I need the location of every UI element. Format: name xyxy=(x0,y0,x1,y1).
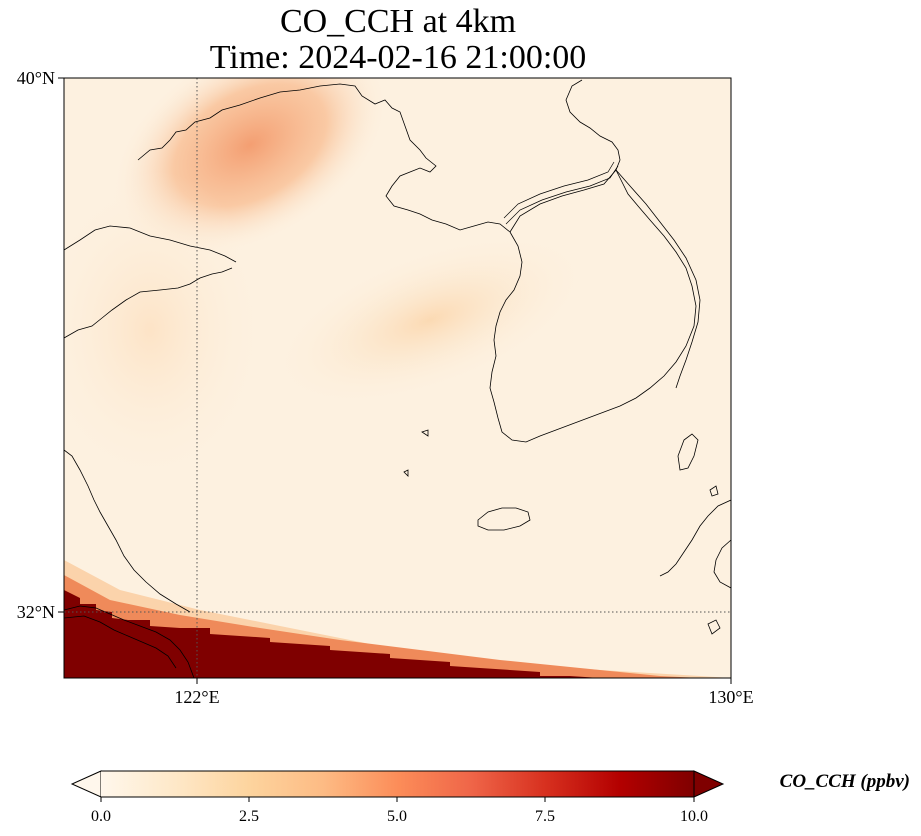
island-3 xyxy=(421,429,429,437)
coast-korea-north xyxy=(509,79,621,233)
coast-yangtze xyxy=(64,605,195,678)
coast-tsushima xyxy=(677,433,699,471)
island-1 xyxy=(707,619,721,635)
colorbar-tick-4: 10.0 xyxy=(680,808,708,825)
lat-label-32: 32°N xyxy=(17,602,55,622)
colorbar: 0.0 2.5 5.0 7.5 10.0 CO_CCH (ppbv) xyxy=(70,770,910,825)
coast-yangtze-2 xyxy=(64,615,177,669)
coast-shandong xyxy=(64,267,233,339)
west-plume xyxy=(64,170,270,490)
lat-label-40: 40°N xyxy=(17,68,55,88)
plot-frame xyxy=(63,77,732,679)
colorbar-title: CO_CCH (ppbv) xyxy=(780,771,910,792)
colorbar-tick-2: 5.0 xyxy=(387,808,407,825)
central-plume xyxy=(268,232,592,408)
tick-marks xyxy=(58,77,732,684)
coast-china-east xyxy=(64,449,191,613)
colorbar-gradient xyxy=(101,771,694,797)
lon-label-122: 122°E xyxy=(174,687,219,707)
colorbar-tick-1: 2.5 xyxy=(239,808,259,825)
concentration-field xyxy=(64,78,731,678)
colorbar-ticks xyxy=(100,797,695,802)
colorbar-extend-min xyxy=(70,770,102,798)
lon-label-130: 130°E xyxy=(708,687,753,707)
coast-korea-west xyxy=(489,169,697,443)
island-2 xyxy=(403,469,409,477)
coast-bohai-west xyxy=(64,225,237,263)
south-band-high xyxy=(64,590,600,678)
coast-jeju xyxy=(477,507,531,531)
coast-kyushu xyxy=(659,499,731,577)
coast-kyushu-2 xyxy=(713,539,731,589)
border-dprk xyxy=(505,165,619,225)
gridlines xyxy=(64,78,731,678)
coast-korea-east xyxy=(615,169,701,389)
colorbar-tick-0: 0.0 xyxy=(91,808,111,825)
island-4 xyxy=(709,485,719,497)
map-title-line-1: CO_CCH at 4km xyxy=(279,3,517,40)
coastlines xyxy=(64,79,731,678)
colorbar-tick-3: 7.5 xyxy=(535,808,555,825)
border-dprk-2 xyxy=(503,161,615,219)
coast-liaodong xyxy=(137,83,511,233)
map-title-line-2: Time: 2024-02-16 21:00:00 xyxy=(209,39,587,76)
colorbar-extend-max xyxy=(693,770,725,798)
